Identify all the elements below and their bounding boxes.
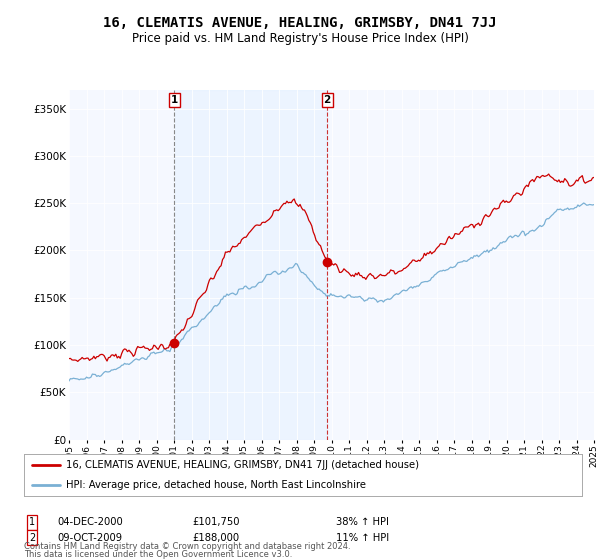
Text: Price paid vs. HM Land Registry's House Price Index (HPI): Price paid vs. HM Land Registry's House … xyxy=(131,32,469,45)
Text: 11% ↑ HPI: 11% ↑ HPI xyxy=(336,533,389,543)
Text: 04-DEC-2000: 04-DEC-2000 xyxy=(57,517,123,528)
Text: 1: 1 xyxy=(170,95,178,105)
Text: 1: 1 xyxy=(29,517,35,528)
Bar xyxy=(174,90,327,440)
Text: £101,750: £101,750 xyxy=(192,517,239,528)
Text: This data is licensed under the Open Government Licence v3.0.: This data is licensed under the Open Gov… xyxy=(24,550,292,559)
Text: 16, CLEMATIS AVENUE, HEALING, GRIMSBY, DN41 7JJ: 16, CLEMATIS AVENUE, HEALING, GRIMSBY, D… xyxy=(103,16,497,30)
Text: 2: 2 xyxy=(29,533,35,543)
Text: 2: 2 xyxy=(323,95,331,105)
Text: Contains HM Land Registry data © Crown copyright and database right 2024.: Contains HM Land Registry data © Crown c… xyxy=(24,542,350,551)
Text: 16, CLEMATIS AVENUE, HEALING, GRIMSBY, DN41 7JJ (detached house): 16, CLEMATIS AVENUE, HEALING, GRIMSBY, D… xyxy=(66,460,419,470)
Text: 09-OCT-2009: 09-OCT-2009 xyxy=(57,533,122,543)
Text: £188,000: £188,000 xyxy=(192,533,239,543)
Text: 38% ↑ HPI: 38% ↑ HPI xyxy=(336,517,389,528)
Text: HPI: Average price, detached house, North East Lincolnshire: HPI: Average price, detached house, Nort… xyxy=(66,480,366,490)
